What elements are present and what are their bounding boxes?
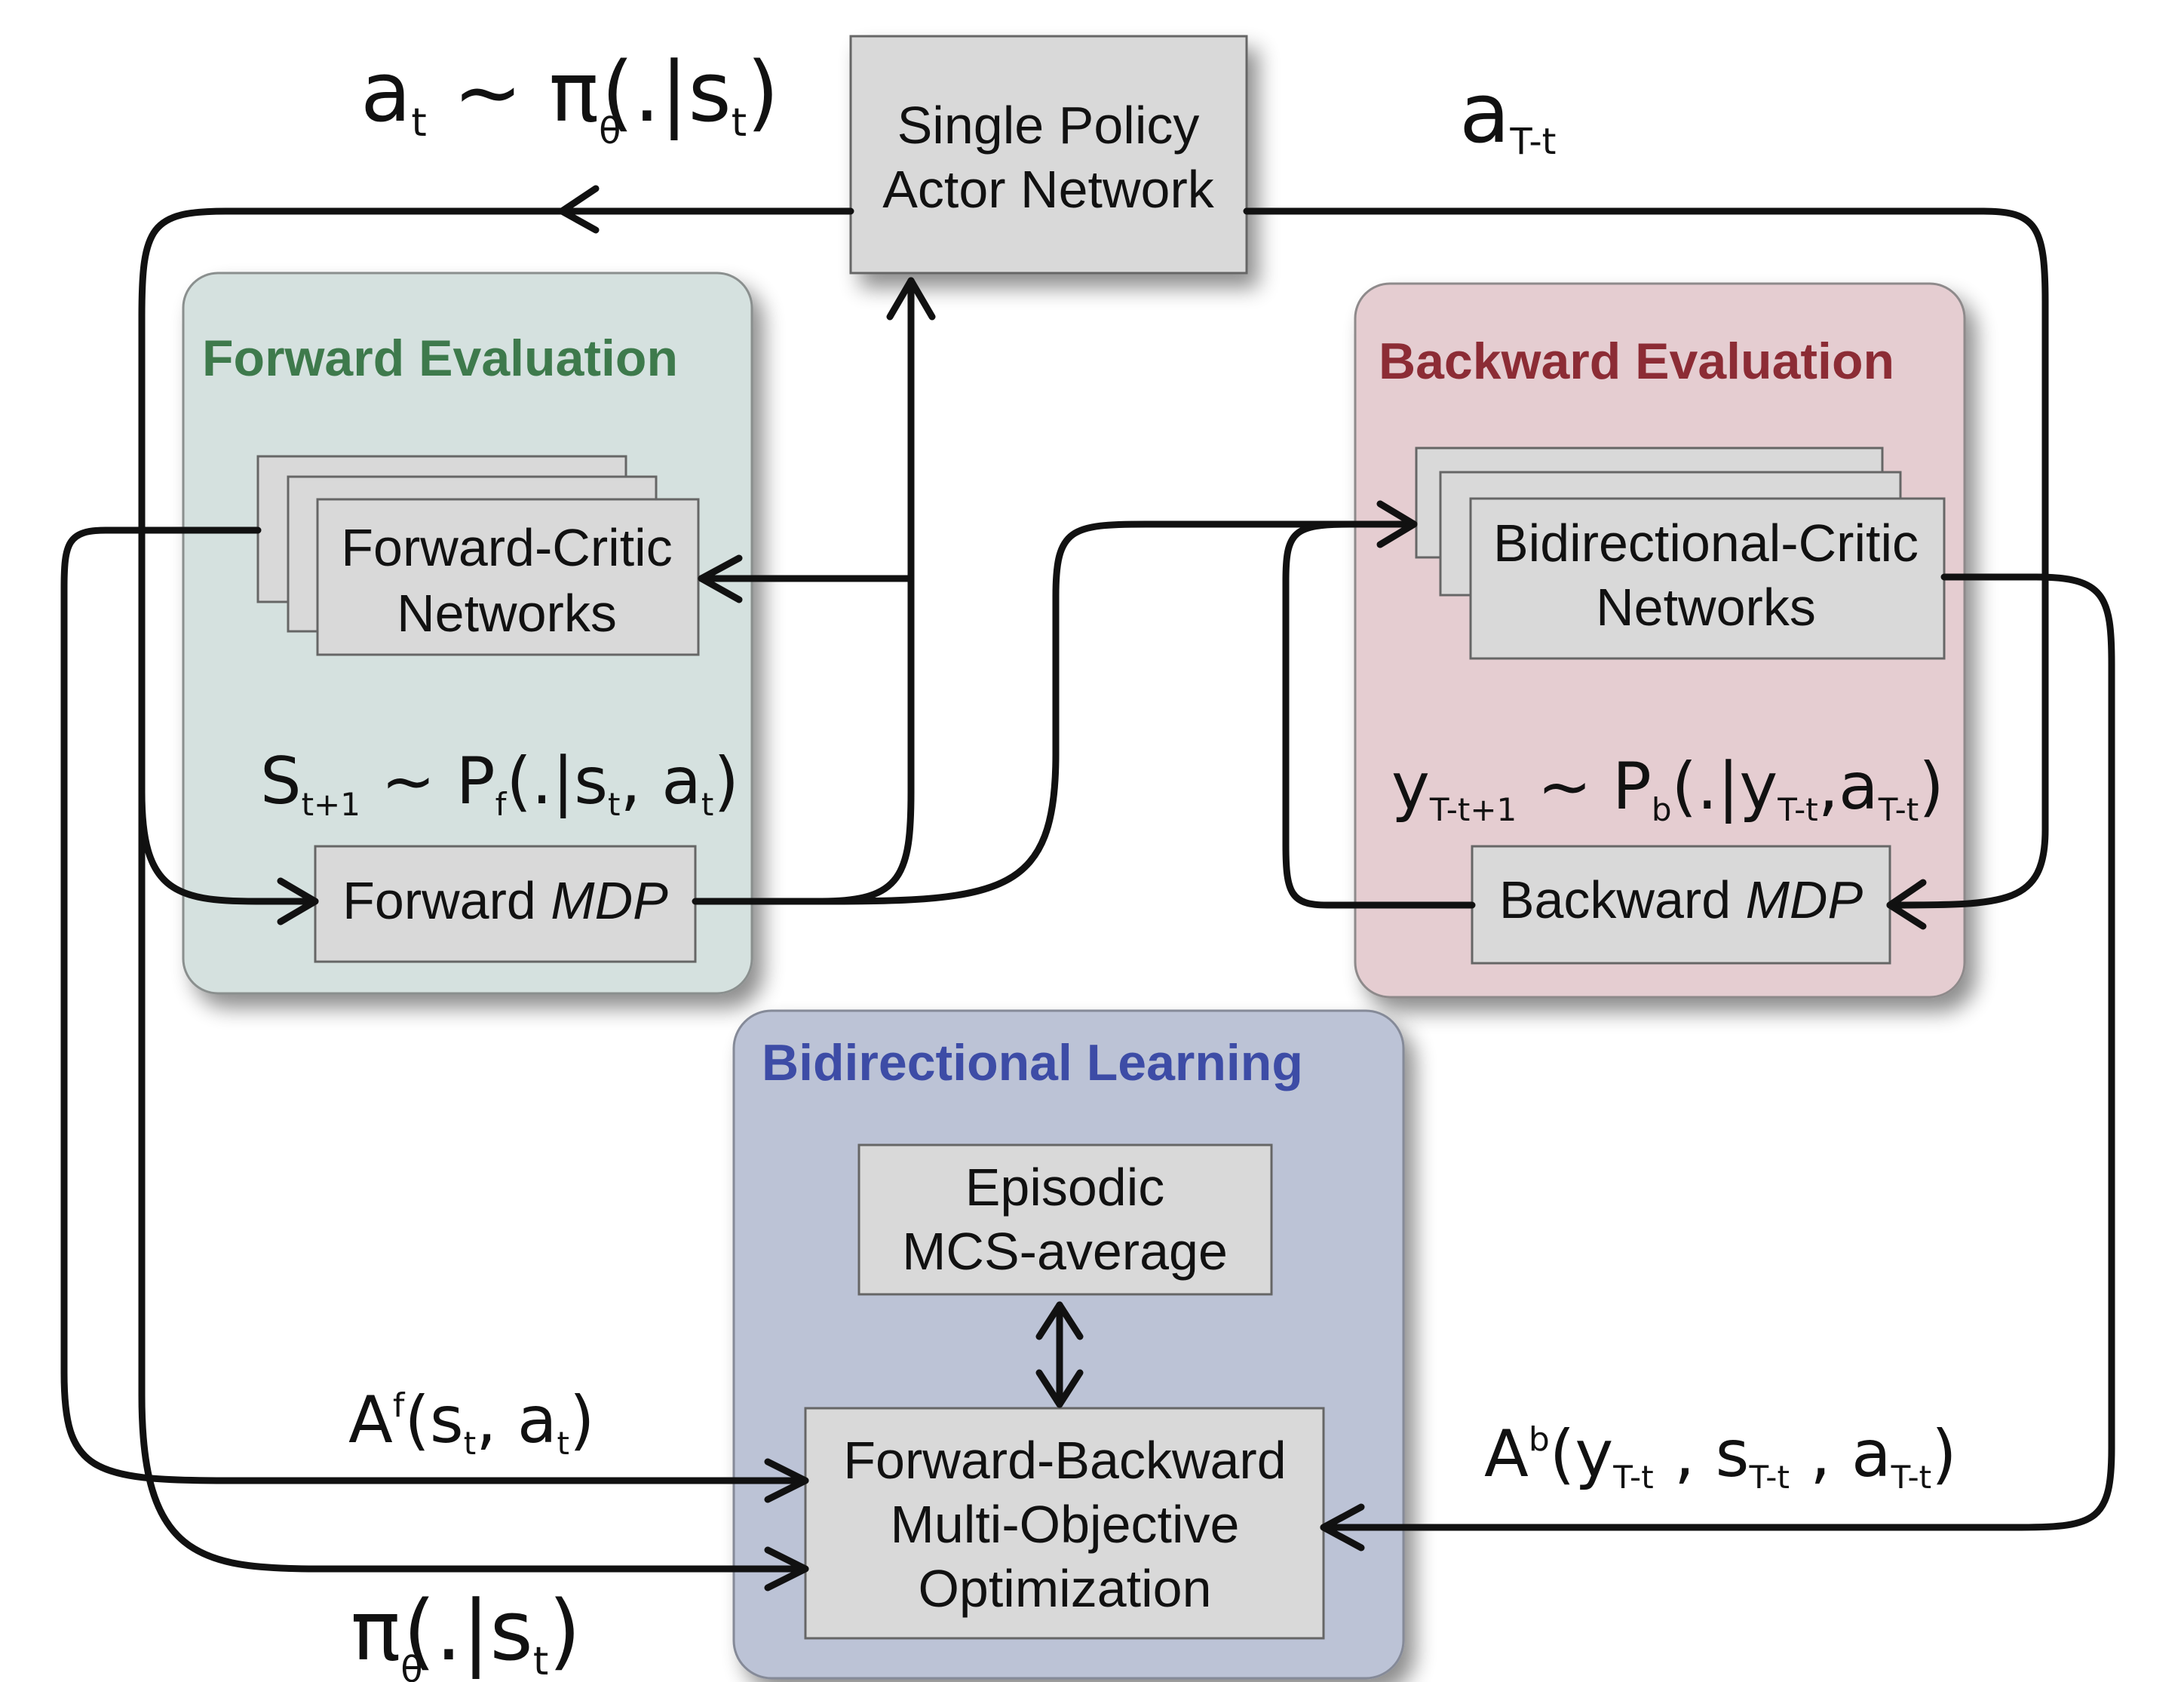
forward-panel-title: Forward Evaluation: [202, 330, 678, 387]
forward-critic-layer-front: [316, 498, 700, 656]
actor-to-backward-mdp-line: [1243, 207, 2049, 909]
fbmo-arrowhead-down: [1035, 1369, 1084, 1408]
pi-bottom-label: πθ(.|st): [351, 1582, 581, 1682]
forward-critic-label-line2: Networks: [397, 584, 617, 643]
fbmo-label-line1: Forward-Backward: [843, 1431, 1286, 1490]
bidir-critic-to-optimization-line: [1320, 573, 2115, 1531]
backward-mdp-rect: [1471, 845, 1891, 965]
backward-mdp-box: Backward MDP: [1471, 845, 1891, 965]
bidir-critic-arrowhead: [1376, 500, 1418, 548]
connectors: [60, 185, 2115, 1591]
forward-critic-label-line1: Forward-Critic: [341, 518, 672, 577]
a-Tt-label: aT-t: [1459, 65, 1556, 163]
s-next-label: St+1 ~ Pf(.|st, at): [260, 744, 739, 823]
to-forward-mdp-line: [138, 788, 319, 905]
actor-network-label-line1: Single Policy: [897, 96, 1200, 155]
ab-arrowhead: [1320, 1503, 1365, 1552]
episodic-label-line1: Episodic: [965, 1158, 1165, 1217]
forward-mdp-label: Forward MDP: [342, 871, 668, 930]
fbmo-label-line3: Optimization: [918, 1559, 1211, 1618]
episodic-mcs-box: Episodic MCS-average: [857, 1143, 1273, 1296]
episodic-mcs-rect: [857, 1143, 1273, 1296]
actor-network-box: Single Policy Actor Network: [849, 35, 1248, 275]
bidir-critic-label-line2: Networks: [1596, 578, 1816, 637]
forward-critic-arrowhead: [698, 554, 743, 603]
actor-arrowhead: [886, 277, 936, 321]
forward-mdp-box: Forward MDP: [314, 845, 697, 963]
actor-network-rect: [849, 35, 1248, 275]
episodic-arrowhead-up: [1035, 1301, 1084, 1340]
advantage-forward-label: Af(st, at): [348, 1383, 595, 1462]
policy-arrowhead-left: [558, 185, 600, 234]
learning-panel-title: Bidirectional Learning: [762, 1034, 1303, 1091]
actor-network-label-line2: Actor Network: [882, 160, 1215, 219]
forward-critic-stack: Forward-Critic Networks: [256, 455, 700, 656]
backward-mdp-label: Backward MDP: [1499, 870, 1863, 929]
policy-to-optimization-line: [138, 207, 854, 1573]
bidir-critic-label-line1: Bidirectional-Critic: [1493, 514, 1919, 572]
backward-panel-title: Backward Evaluation: [1379, 333, 1894, 390]
backward-mdp-to-critic-line: [1282, 520, 1476, 909]
fbmo-label-line2: Multi-Objective: [891, 1495, 1240, 1554]
bidir-critic-layer-front: [1469, 497, 1946, 660]
episodic-label-line2: MCS-average: [902, 1222, 1228, 1281]
forward-to-bidir-critic-line: [818, 520, 1418, 905]
fbmo-box: Forward-Backward Multi-Objective Optimiz…: [804, 1407, 1325, 1640]
y-next-label: yT-t+1 ~ Pb(.|yT-t,aT-t): [1391, 749, 1944, 828]
advantage-backward-label: Ab(yT-t , sT-t , aT-t): [1484, 1417, 1957, 1496]
forward-critic-to-optimization-line: [60, 526, 809, 1484]
forward-mdp-rect: [314, 845, 697, 963]
policy-arrowhead-optimization: [764, 1546, 809, 1591]
forward-mdp-arrowhead: [277, 877, 319, 925]
at-policy-label: at ~ πθ(.|st): [360, 44, 779, 152]
backward-mdp-arrowhead: [1886, 879, 1927, 930]
bidirectional-critic-stack: Bidirectional-Critic Networks: [1415, 447, 1946, 660]
fbmo-rect: [804, 1407, 1325, 1640]
af-arrowhead: [764, 1458, 809, 1503]
